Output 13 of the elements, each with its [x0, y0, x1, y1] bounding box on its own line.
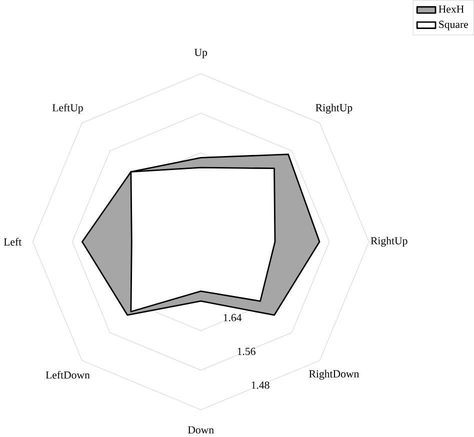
spoke-label: RightDown	[309, 370, 360, 380]
y-tick-label: 1.48	[252, 381, 270, 389]
y-tick-label: 1.64	[224, 314, 242, 322]
legend-label: HexH	[438, 6, 464, 13]
spoke-label: Down	[188, 426, 214, 434]
spoke-label: Left	[4, 238, 22, 246]
spoke-label: RightUp	[370, 236, 408, 247]
legend-label: Square	[439, 20, 468, 30]
spoke-label: LeftDown	[46, 370, 90, 379]
spoke-label: RightUp	[316, 104, 352, 114]
spoke-label: Up	[194, 48, 208, 58]
y-tick-label: 1.56	[238, 348, 256, 356]
spoke-label: LeftUp	[52, 104, 83, 114]
